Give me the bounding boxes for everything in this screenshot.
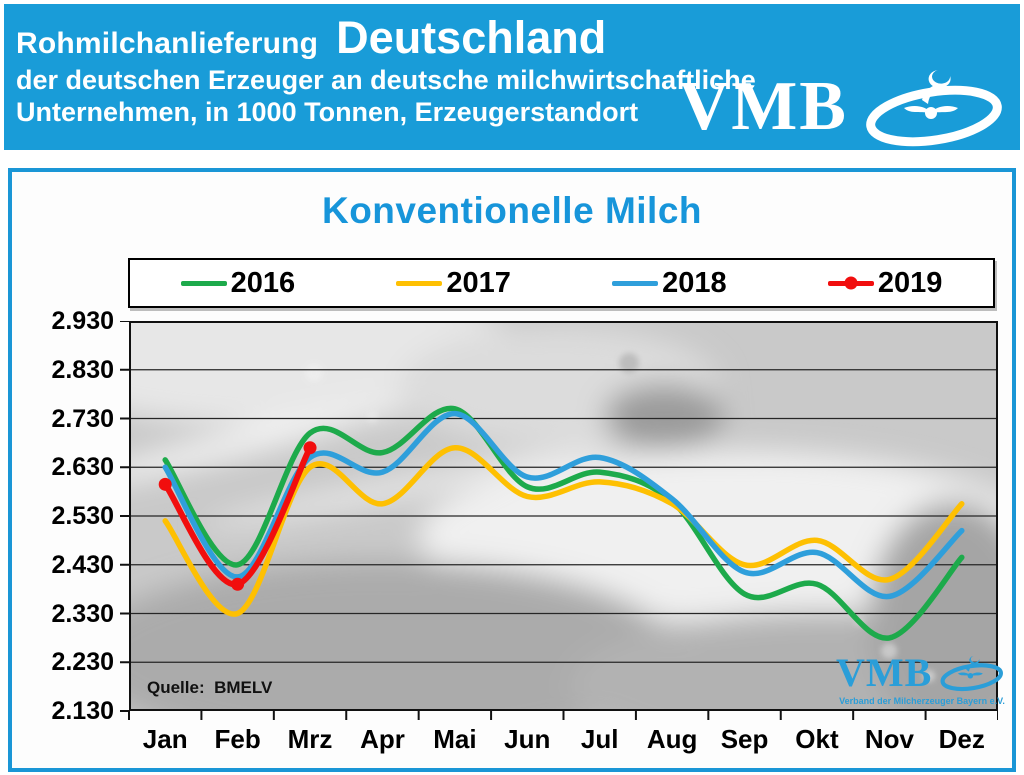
legend-line-sample — [612, 280, 659, 286]
report-subtitle-line2: Unternehmen, in 1000 Tonnen, Erzeugersta… — [16, 97, 639, 128]
legend-label: 2018 — [662, 266, 727, 299]
x-axis-label-Mai: Mai — [433, 724, 477, 754]
x-axis-label-Sep: Sep — [720, 724, 769, 754]
axis-ticks — [120, 321, 998, 720]
series-marker-2019 — [158, 477, 172, 491]
x-axis-label-Jun: Jun — [504, 724, 551, 754]
y-axis-label: 2.730 — [51, 404, 114, 433]
vmb-watermark-caption: Verband der Milcherzeuger Bayern e.V. — [839, 696, 1005, 706]
legend-item-2019: 2019 — [777, 267, 993, 300]
x-axis-label-Jul: Jul — [580, 724, 619, 754]
vmb-watermark-swirl-icon — [940, 655, 1004, 692]
series-line-2018 — [162, 410, 965, 600]
source-label: Quelle: BMELV — [147, 678, 273, 697]
x-axis-label-Okt: Okt — [795, 724, 839, 754]
legend-item-2017: 2017 — [346, 267, 562, 300]
y-axis-label: 2.430 — [51, 550, 114, 579]
x-axis-label-Aug: Aug — [646, 724, 698, 754]
chart-title: Konventionelle Milch — [321, 190, 703, 231]
legend-line-sample — [827, 276, 874, 290]
y-axis-label: 2.230 — [51, 648, 114, 677]
series-line-2016 — [162, 405, 965, 641]
vmb-swirl-icon — [866, 70, 1002, 147]
header-text-block: Rohmilchanlieferung Deutschland der deut… — [4, 4, 1020, 129]
legend-label: 2017 — [446, 266, 511, 299]
legend-marker-dot — [844, 276, 858, 290]
series-marker-2019 — [303, 441, 317, 455]
legend-label: 2016 — [230, 266, 296, 299]
report-subtitle-line1: der deutschen Erzeuger an deutsche milch… — [16, 65, 756, 95]
legend-item-2018: 2018 — [562, 267, 778, 300]
x-axis-label-Apr: Apr — [360, 724, 405, 754]
x-axis-label-Nov: Nov — [864, 724, 914, 754]
report-title-country: Deutschland — [336, 12, 607, 63]
legend-label: 2019 — [877, 266, 943, 299]
y-axis-label: 2.930 — [51, 307, 114, 335]
y-axis-label: 2.330 — [51, 599, 114, 628]
vmb-watermark: VMB Verband der Milcherzeuger Bayern e.V… — [836, 650, 1008, 707]
legend: 2016 2017 2018 2019 — [128, 258, 995, 308]
x-axis-label-Mrz: Mrz — [287, 724, 333, 754]
plot-area — [120, 321, 998, 720]
header-banner: Rohmilchanlieferung Deutschland der deut… — [4, 4, 1020, 150]
legend-line-sample — [396, 280, 443, 286]
vmb-watermark-text: VMB — [836, 650, 933, 695]
plot-frame — [129, 321, 998, 711]
vmb-logo-text: VMB — [678, 68, 848, 145]
y-axis-label: 2.130 — [51, 697, 114, 725]
x-axis-label-Dez: Dez — [938, 724, 985, 754]
series-marker-2019 — [231, 577, 245, 591]
x-axis-label-Feb: Feb — [214, 724, 261, 754]
vmb-logo: VMB — [679, 64, 1012, 150]
legend-line-sample — [180, 280, 227, 286]
series-lines — [158, 405, 965, 641]
y-axis-label: 2.530 — [51, 502, 114, 530]
x-axis-label-Jan: Jan — [142, 724, 188, 754]
y-axis-label: 2.830 — [51, 355, 114, 384]
series-line-2017 — [162, 445, 965, 617]
y-axis-label: 2.630 — [51, 453, 114, 482]
report-title-prefix: Rohmilchanlieferung — [16, 27, 319, 60]
legend-item-2016: 2016 — [130, 267, 346, 300]
